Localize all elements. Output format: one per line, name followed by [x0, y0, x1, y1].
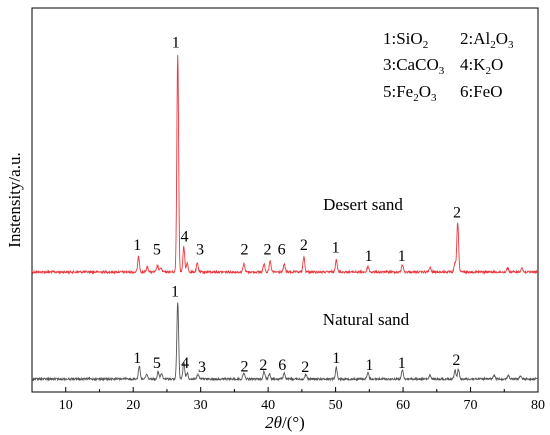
peak-label: 2: [241, 242, 249, 259]
peak-label: 1: [133, 237, 141, 254]
peak-label: 5: [153, 355, 161, 372]
peak-label: 3: [198, 359, 206, 376]
x-tick-label: 80: [531, 398, 545, 413]
plot-frame: [31, 7, 539, 393]
series-line-natural-sand: [31, 302, 539, 382]
peak-label: 1: [398, 355, 406, 372]
peak-label: 2: [452, 352, 460, 369]
legend-entry: 3:CaCO3: [383, 55, 445, 77]
legend-entry: 1:SiO2: [383, 29, 428, 51]
peak-label: 5: [153, 242, 161, 259]
series-name: Natural sand: [323, 310, 410, 329]
peak-label: 1: [332, 239, 340, 256]
legend-entry: 5:Fe2O3: [383, 82, 437, 104]
x-tick-label: 70: [464, 398, 478, 413]
peak-label: 3: [196, 242, 204, 259]
legend-entry: 2:Al2O3: [460, 29, 514, 51]
x-tick-label: 20: [126, 398, 140, 413]
legend-entry: 4:K2O: [460, 55, 503, 77]
legend: 1:SiO2 2:Al2O3 3:CaCO3 4:K2O 5:Fe2O3 6:FeO: [383, 29, 514, 104]
peak-label: 2: [259, 357, 267, 374]
peak-label: 1: [133, 350, 141, 367]
y-axis-label: Instensity/a.u.: [5, 152, 24, 247]
peak-label: 6: [278, 242, 286, 259]
x-axis-label-symbol: 2θ: [265, 413, 282, 432]
series-name: Desert sand: [323, 195, 403, 214]
x-tick-label: 10: [59, 398, 73, 413]
peak-label: 1: [365, 248, 373, 265]
peak-label: 1: [332, 350, 340, 367]
peak-label: 4: [181, 355, 189, 372]
x-tick-label: 40: [261, 398, 275, 413]
x-axis-label-unit: /(°): [282, 413, 305, 432]
peak-label: 1: [172, 34, 180, 51]
peak-label: 6: [278, 357, 286, 374]
peak-label: 1: [171, 284, 179, 301]
x-tick-label: 30: [194, 398, 208, 413]
series-line-desert-sand: [31, 55, 539, 275]
peak-label: 2: [241, 358, 249, 375]
x-tick-layer: 10 20 30 40 50 60 70 80: [31, 387, 545, 413]
peak-label: 1: [398, 248, 406, 265]
legend-entry: 6:FeO: [460, 82, 503, 101]
x-tick-label: 50: [329, 398, 343, 413]
series-name-layer: Desert sand Natural sand: [323, 195, 410, 329]
peak-label: 2: [300, 237, 308, 254]
peak-label: 1: [365, 357, 373, 374]
peak-label: 2: [453, 205, 461, 222]
peak-label: 4: [180, 228, 188, 245]
peak-label: 2: [263, 242, 271, 259]
series-layer: [31, 55, 539, 382]
x-tick-label: 60: [396, 398, 410, 413]
x-axis-label: 2θ/(°): [265, 413, 305, 432]
peak-label: 2: [301, 359, 309, 376]
